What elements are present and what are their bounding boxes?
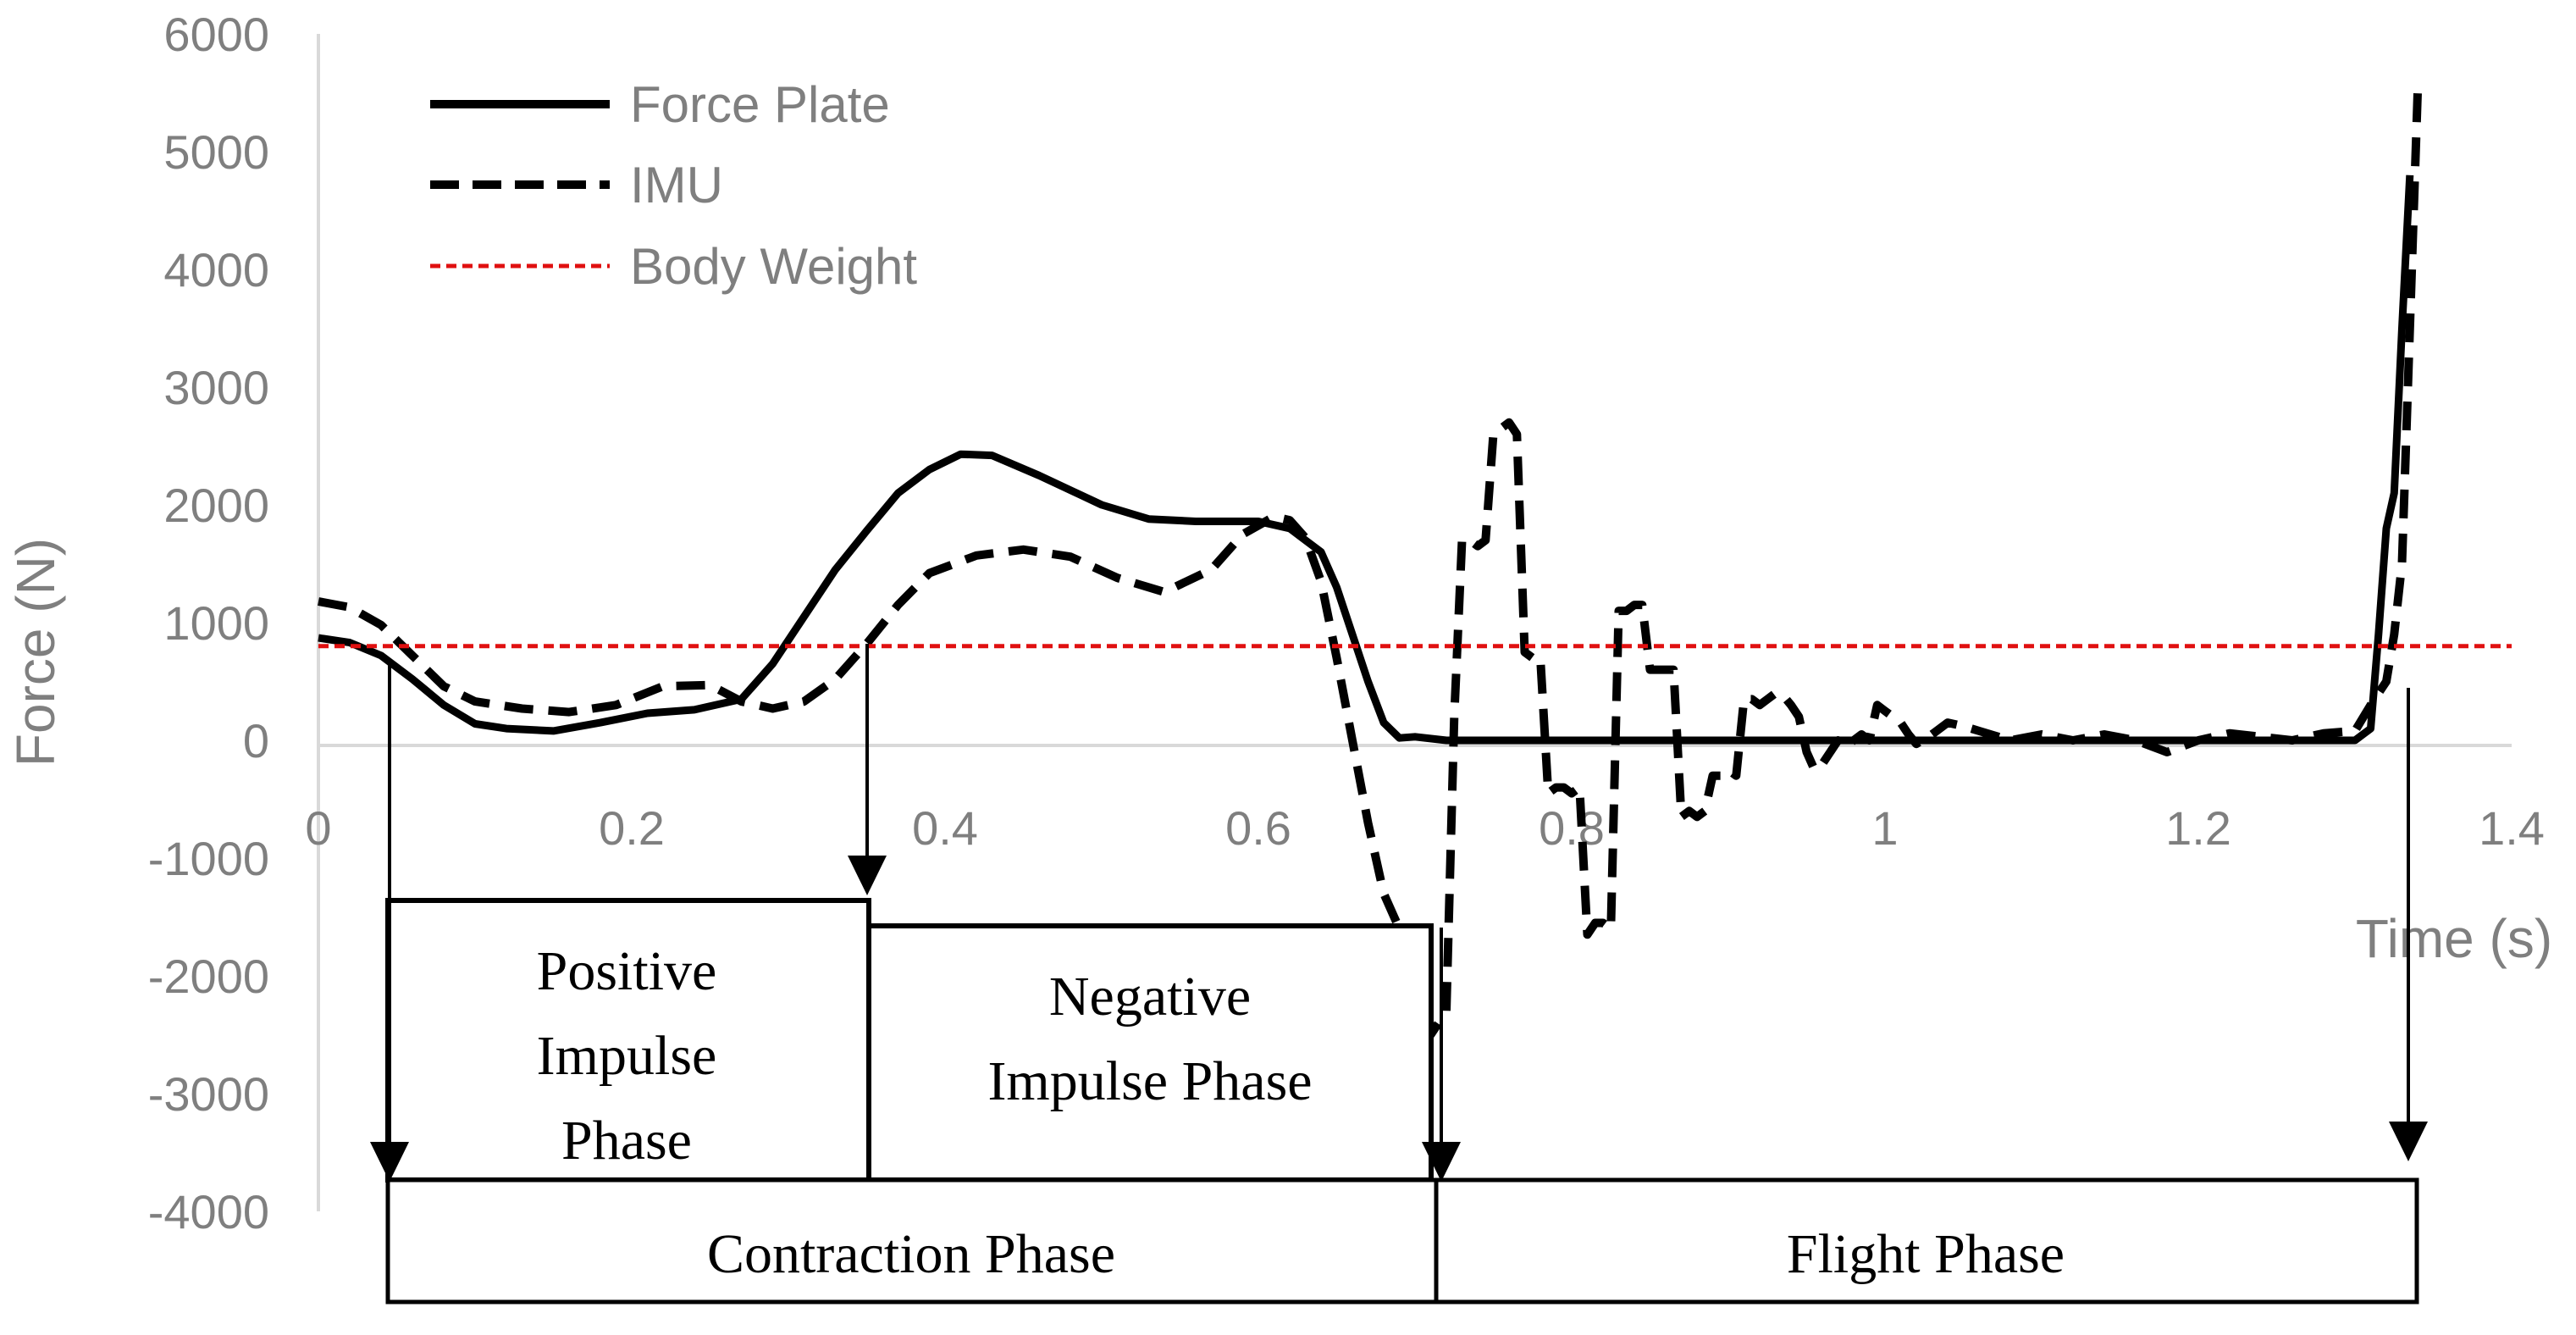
y-tick-label: -1000 xyxy=(148,832,269,885)
y-tick-label: 4000 xyxy=(163,243,269,296)
x-tick-label: 0.2 xyxy=(599,801,665,855)
imu-series-line xyxy=(318,92,2422,1039)
x-tick-label: 1 xyxy=(1871,801,1898,855)
x-tick-label: 0.6 xyxy=(1225,801,1291,855)
arrow-3-head xyxy=(1422,1142,1461,1182)
y-tick-label: 1000 xyxy=(163,596,269,650)
flight-phase-box xyxy=(1434,1177,2419,1305)
y-tick-label: 6000 xyxy=(163,8,269,61)
y-tick-label: 5000 xyxy=(163,125,269,179)
legend-body-weight-label: Body Weight xyxy=(630,238,917,295)
y-axis-title: Force (N) xyxy=(5,538,66,767)
y-tick-labels: 6000 5000 4000 3000 2000 1000 0 -1000 -2000 -3000… xyxy=(148,8,269,1238)
arrow-1-head xyxy=(370,1142,409,1182)
phase-arrows xyxy=(370,644,2428,1182)
y-tick-label: 3000 xyxy=(163,361,269,414)
positive-impulse-label-line2: Impulse xyxy=(537,1025,717,1087)
legend-imu-label: IMU xyxy=(630,157,723,213)
negative-impulse-label-line2: Impulse Phase xyxy=(987,1050,1312,1112)
y-tick-label: 0 xyxy=(243,714,269,767)
phase-annotations: Positive Impulse Phase Negative Impulse … xyxy=(385,898,2419,1305)
y-tick-label: -2000 xyxy=(148,950,269,1003)
legend-force-plate-label: Force Plate xyxy=(630,76,890,133)
legend: Force Plate IMU Body Weight xyxy=(430,76,917,295)
x-tick-label: 0.4 xyxy=(912,801,978,855)
arrow-4-head xyxy=(2389,1122,2428,1161)
x-tick-labels: 0 0.2 0.4 0.6 0.8 1 1.2 1.4 xyxy=(305,801,2545,855)
positive-impulse-label-line1: Positive xyxy=(537,940,717,1002)
contraction-phase-label: Contraction Phase xyxy=(707,1223,1115,1285)
force-plate-series-line xyxy=(318,174,2414,745)
x-tick-label: 1.4 xyxy=(2479,801,2545,855)
positive-impulse-label-line3: Phase xyxy=(561,1110,692,1172)
y-tick-label: 2000 xyxy=(163,479,269,532)
negative-impulse-box xyxy=(866,923,1434,1183)
y-tick-label: -4000 xyxy=(148,1185,269,1238)
arrow-2-head xyxy=(848,856,887,895)
x-tick-label: 0.8 xyxy=(1539,801,1605,855)
series-layer xyxy=(318,92,2512,1039)
x-tick-label: 0 xyxy=(305,801,331,855)
flight-phase-label: Flight Phase xyxy=(1787,1223,2065,1285)
negative-impulse-label-line1: Negative xyxy=(1049,966,1251,1028)
y-tick-label: -3000 xyxy=(148,1067,269,1121)
x-tick-label: 1.2 xyxy=(2165,801,2231,855)
x-axis-title: Time (s) xyxy=(2356,908,2552,969)
